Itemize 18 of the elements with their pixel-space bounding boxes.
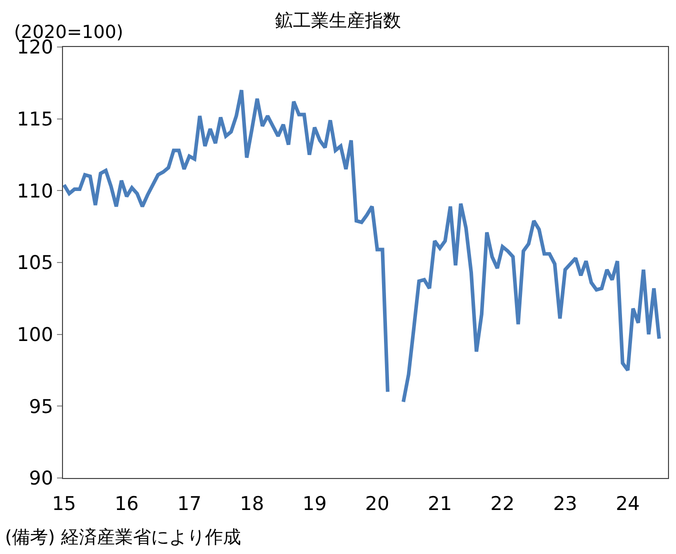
x-tick-label: 16 (114, 492, 139, 515)
x-tick-label: 19 (302, 492, 327, 515)
x-tick-label: 23 (553, 492, 578, 515)
y-tick-label: 110 (16, 180, 54, 202)
x-tick-label: 24 (616, 492, 640, 515)
y-tick-label: 100 (16, 324, 54, 346)
x-tick-label: 22 (490, 492, 515, 515)
chart-title: 鉱工業生産指数 (275, 10, 401, 32)
y-tick-label: 115 (16, 108, 54, 130)
x-tick-label: 18 (240, 492, 264, 515)
y-tick-label: 90 (29, 468, 54, 490)
x-tick-label: 15 (52, 492, 76, 515)
y-tick-label: 105 (16, 252, 54, 274)
x-tick-label: 20 (365, 492, 390, 515)
x-tick-label: 21 (428, 492, 452, 515)
text: (備考) 経済産業省により作成 (5, 527, 241, 548)
y-tick-label: 95 (29, 396, 54, 418)
x-tick-label: 17 (177, 492, 202, 515)
